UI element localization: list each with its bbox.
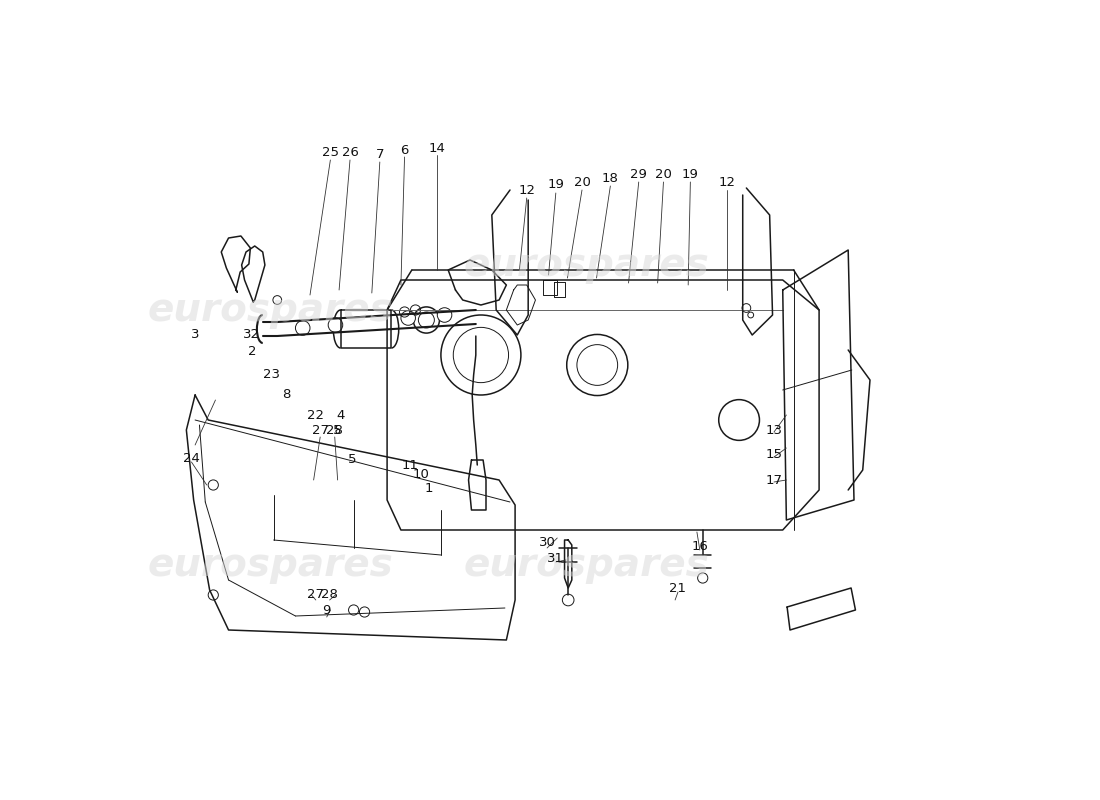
Text: 10: 10 [412,469,430,482]
Text: 26: 26 [342,146,359,159]
Circle shape [400,310,416,326]
Text: 28: 28 [327,423,343,437]
Text: 22: 22 [307,409,323,422]
Text: 4: 4 [337,409,344,422]
Text: 19: 19 [548,178,564,191]
Text: 12: 12 [518,183,536,197]
Circle shape [438,308,452,322]
Text: 15: 15 [766,449,782,462]
Circle shape [328,318,343,332]
Text: 9: 9 [322,603,331,617]
Text: 32: 32 [243,329,261,342]
Text: 20: 20 [573,175,591,189]
Text: 14: 14 [429,142,446,154]
Text: 31: 31 [548,551,564,565]
Text: 27: 27 [311,423,329,437]
Circle shape [296,321,310,335]
Text: 5: 5 [332,423,341,437]
Text: 7: 7 [375,149,384,162]
Text: 18: 18 [602,171,619,185]
Text: 28: 28 [321,589,338,602]
Text: 29: 29 [630,169,647,182]
Text: 6: 6 [400,143,409,157]
Text: 27: 27 [307,589,324,602]
Text: 19: 19 [682,169,698,182]
Text: 13: 13 [766,423,782,437]
Text: eurospares: eurospares [463,246,710,284]
Text: 16: 16 [692,541,708,554]
Text: eurospares: eurospares [463,546,710,584]
Text: 30: 30 [539,537,556,550]
Text: 21: 21 [670,582,686,594]
Text: 3: 3 [190,329,199,342]
Text: 11: 11 [402,458,419,471]
Text: 25: 25 [322,146,339,159]
Text: 8: 8 [283,389,290,402]
Text: 12: 12 [718,175,735,189]
Text: 20: 20 [654,169,672,182]
Text: 5: 5 [348,454,356,466]
Text: 23: 23 [263,369,280,382]
Text: 24: 24 [183,451,200,465]
Text: eurospares: eurospares [147,291,393,329]
Text: 1: 1 [425,482,432,494]
Text: eurospares: eurospares [147,546,393,584]
Text: 17: 17 [766,474,782,486]
Text: 2: 2 [248,346,256,358]
